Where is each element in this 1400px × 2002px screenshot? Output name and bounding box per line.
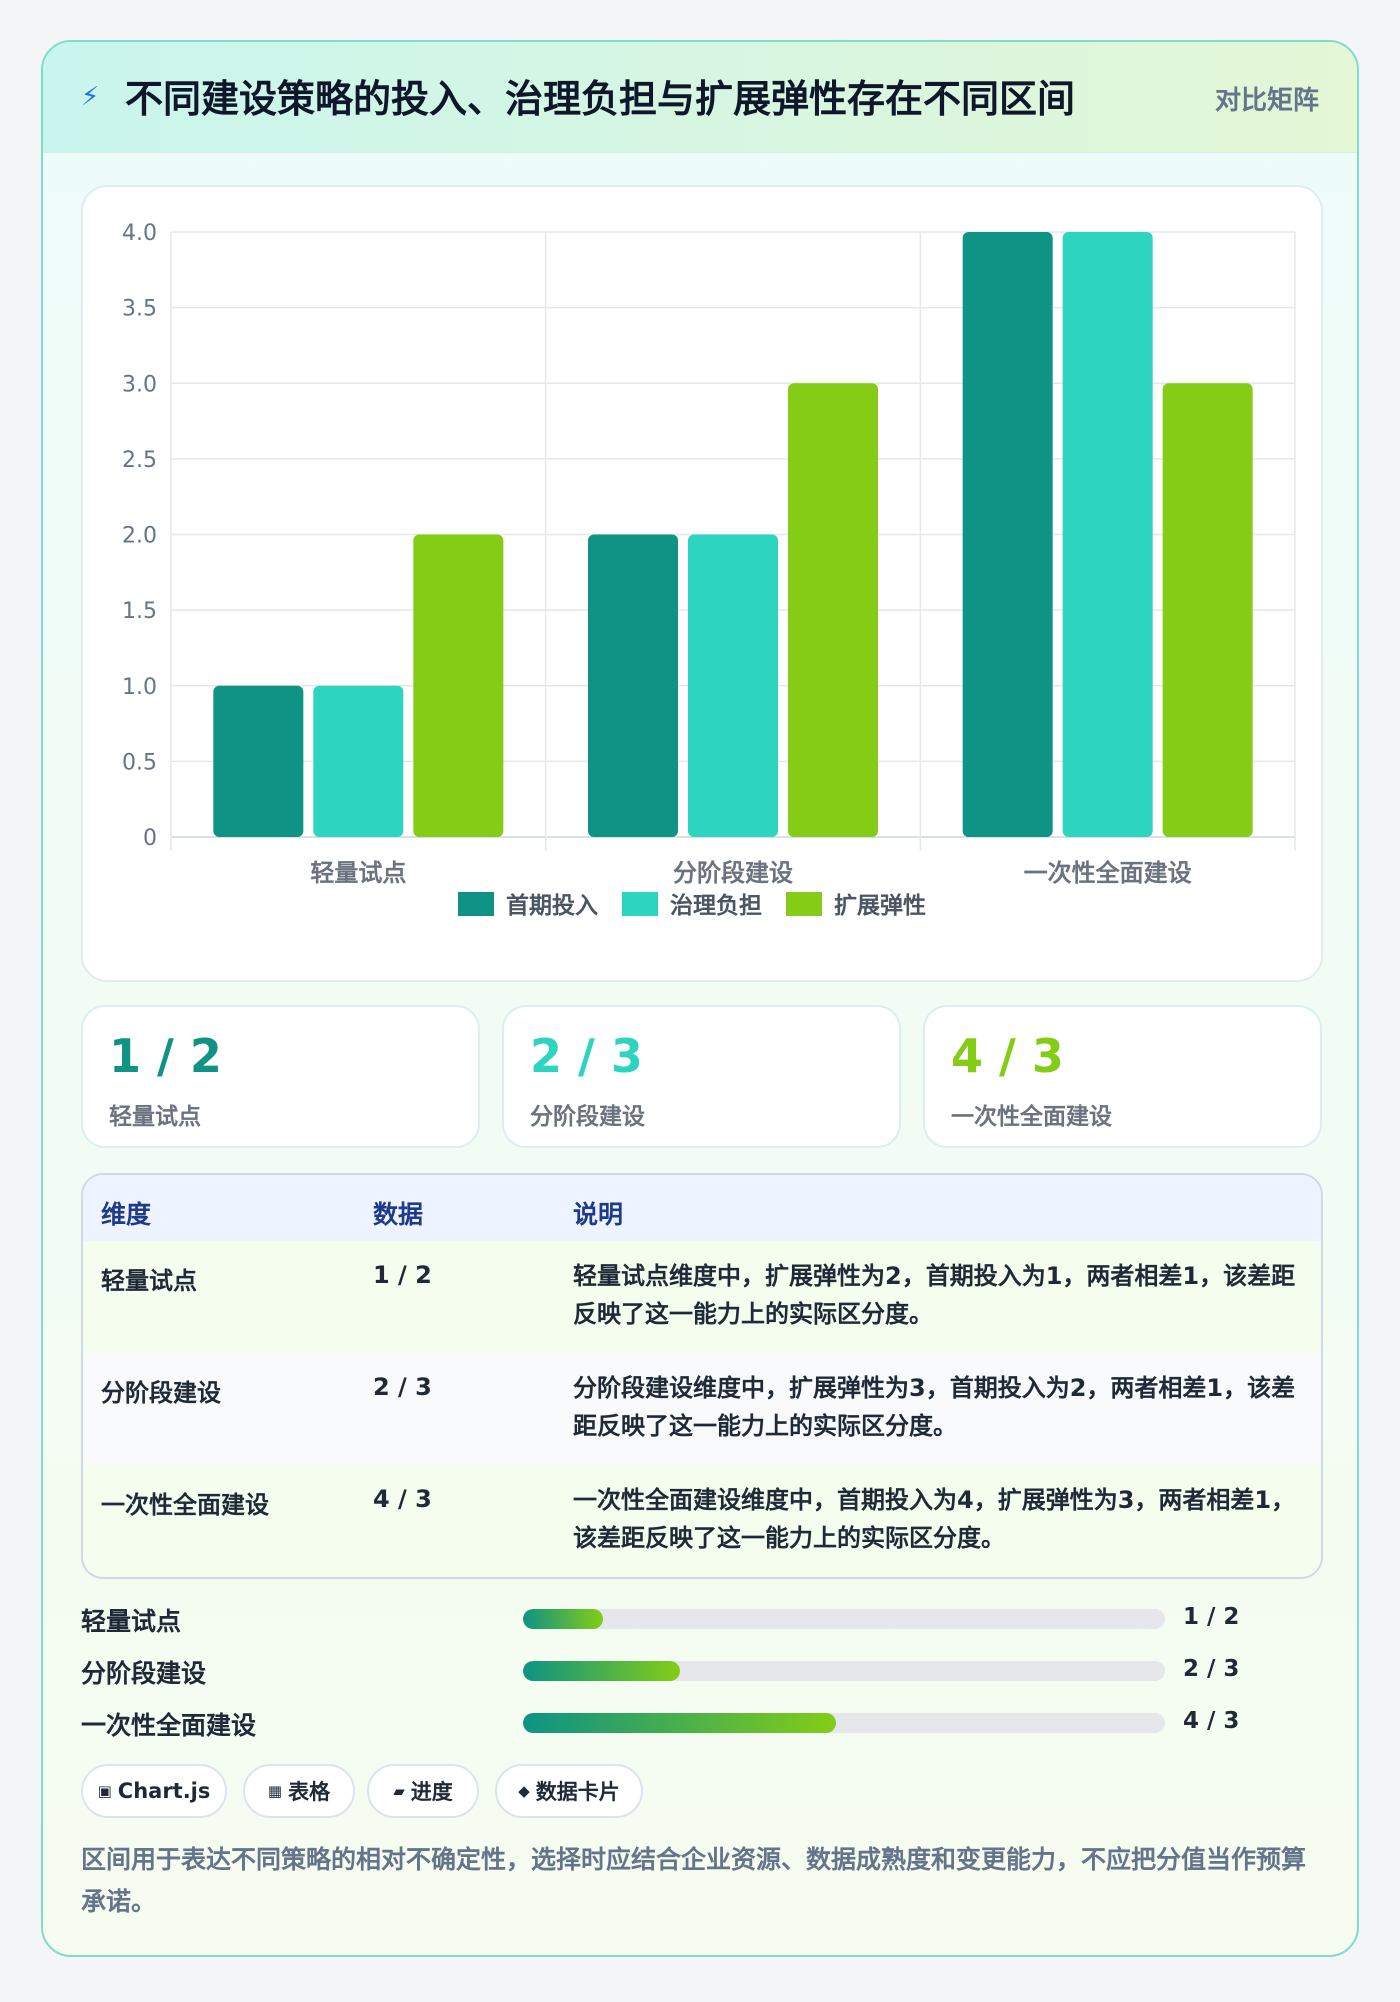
legend-swatch <box>622 892 658 916</box>
cell-data: 1 / 2 <box>373 1261 432 1289</box>
legend-label: 首期投入 <box>506 892 598 919</box>
progress-fill <box>523 1661 681 1681</box>
x-tick-label: 轻量试点 <box>310 859 406 887</box>
legend-swatch <box>458 892 494 916</box>
bar-chart: 0 0.5 1.0 1.5 2.0 2.5 3.0 3.5 4.0 轻量试点 分阶段建设 一次性全面建… <box>122 221 1296 919</box>
legend-label: 扩展弹性 <box>834 893 926 919</box>
chip-label: 表格 <box>288 1780 331 1804</box>
column-header-dimension: 维度 <box>101 1200 152 1229</box>
footer-note: 区间用于表达不同策略的相对不确定性，选择时应结合企业资源、数据成熟度和变更能力，… <box>81 1845 1307 1916</box>
table-header: 维度 数据 说明 <box>83 1175 1321 1243</box>
chip-progress[interactable]: ▰ 进度 <box>367 1764 479 1818</box>
chip-chartjs[interactable]: ▣ Chart.js <box>81 1764 227 1818</box>
progress-track <box>523 1661 1165 1681</box>
y-tick-label: 3.0 <box>122 372 157 397</box>
page-title: 不同建设策略的投入、治理负担与扩展弹性存在不同区间 <box>125 77 1076 121</box>
legend-swatch <box>786 892 822 916</box>
chart-panel: 0 0.5 1.0 1.5 2.0 2.5 3.0 3.5 4.0 轻量试点 分阶段建设 一次性全面建… <box>81 185 1323 982</box>
table-icon: ▦ <box>267 1782 283 1800</box>
table-row: 一次性全面建设 4 / 3 一次性全面建设维度中，首期投入为4，扩展弹性为3，两… <box>83 1465 1321 1577</box>
y-tick-label: 2.5 <box>122 448 157 473</box>
table-row: 分阶段建设 2 / 3 分阶段建设维度中，扩展弹性为3，首期投入为2，两者相差1… <box>83 1353 1321 1466</box>
y-tick-label: 3.5 <box>122 297 157 322</box>
data-table: 维度 数据 说明 轻量试点 1 / 2 轻量试点维度中，扩展弹性为2，首期投入为… <box>81 1173 1323 1579</box>
stat-label: 轻量试点 <box>109 1104 201 1130</box>
card-icon: ◆ <box>518 1782 530 1800</box>
progress-icon: ▰ <box>393 1782 405 1800</box>
chart-icon: ▣ <box>97 1782 112 1800</box>
progress-value: 1 / 2 <box>1183 1604 1240 1630</box>
column-header-data: 数据 <box>373 1200 424 1229</box>
lightning-icon: ⚡ <box>81 82 100 112</box>
column-header-description: 说明 <box>573 1200 624 1229</box>
progress-value: 4 / 3 <box>1183 1708 1240 1734</box>
stat-value: 4 / 3 <box>951 1029 1064 1083</box>
cell-data: 2 / 3 <box>373 1373 432 1401</box>
cell-data: 4 / 3 <box>373 1485 432 1513</box>
stat-value: 1 / 2 <box>109 1029 222 1083</box>
x-tick-label: 分阶段建设 <box>673 859 793 887</box>
cell-dimension: 分阶段建设 <box>101 1379 221 1407</box>
y-tick-label: 0 <box>143 826 157 851</box>
card-header: ⚡ 不同建设策略的投入、治理负担与扩展弹性存在不同区间 对比矩阵 <box>43 42 1357 153</box>
bar <box>688 534 778 837</box>
chip-table[interactable]: ▦ 表格 <box>243 1764 355 1818</box>
progress-label: 分阶段建设 <box>81 1659 207 1688</box>
stat-card-phased: 2 / 3 分阶段建设 <box>502 1005 901 1148</box>
chip-label: 数据卡片 <box>535 1780 620 1804</box>
progress-track <box>523 1713 1165 1733</box>
y-tick-label: 2.0 <box>122 524 157 549</box>
y-tick-label: 1.5 <box>122 599 157 624</box>
stat-card-light: 1 / 2 轻量试点 <box>81 1005 480 1148</box>
cell-description: 轻量试点维度中，扩展弹性为2，首期投入为1，两者相差1，该差距反映了这一能力上的… <box>573 1262 1296 1328</box>
progress-fill <box>523 1713 837 1733</box>
cell-dimension: 轻量试点 <box>101 1267 197 1295</box>
cell-description: 一次性全面建设维度中，首期投入为4，扩展弹性为3，两者相差1，该差距反映了这一能… <box>573 1486 1296 1552</box>
bar <box>588 534 678 837</box>
stat-card-full: 4 / 3 一次性全面建设 <box>923 1005 1322 1148</box>
progress-value: 2 / 3 <box>1183 1656 1240 1682</box>
header-tag: 对比矩阵 <box>1214 86 1319 116</box>
bar <box>213 685 304 837</box>
chip-data-card[interactable]: ◆ 数据卡片 <box>495 1764 643 1818</box>
bar <box>962 232 1053 837</box>
progress-fill <box>523 1609 604 1629</box>
progress-label: 轻量试点 <box>81 1607 182 1636</box>
progress-track <box>523 1609 1165 1629</box>
y-tick-label: 0.5 <box>122 750 157 775</box>
bar <box>788 383 878 837</box>
cell-description: 分阶段建设维度中，扩展弹性为3，首期投入为2，两者相差1，该差距反映了这一能力上… <box>573 1374 1296 1440</box>
stat-label: 一次性全面建设 <box>951 1104 1112 1130</box>
bar <box>1162 383 1253 837</box>
bar <box>413 534 504 837</box>
table-row: 轻量试点 1 / 2 轻量试点维度中，扩展弹性为2，首期投入为1，两者相差1，该… <box>83 1241 1321 1354</box>
chip-label: 进度 <box>410 1780 453 1804</box>
stat-label: 分阶段建设 <box>530 1104 645 1130</box>
bar <box>313 685 404 837</box>
progress-label: 一次性全面建设 <box>81 1711 257 1740</box>
y-tick-label: 1.0 <box>122 675 157 700</box>
cell-dimension: 一次性全面建设 <box>101 1491 269 1519</box>
bar <box>1062 232 1153 837</box>
y-tick-label: 4.0 <box>122 221 157 246</box>
stat-value: 2 / 3 <box>530 1029 643 1083</box>
x-tick-label: 一次性全面建设 <box>1024 859 1192 887</box>
main-card: ⚡ 不同建设策略的投入、治理负担与扩展弹性存在不同区间 对比矩阵 0 0.5 1.0… <box>41 40 1359 1957</box>
legend-label: 治理负担 <box>670 892 762 919</box>
chip-label: Chart.js <box>117 1779 211 1803</box>
